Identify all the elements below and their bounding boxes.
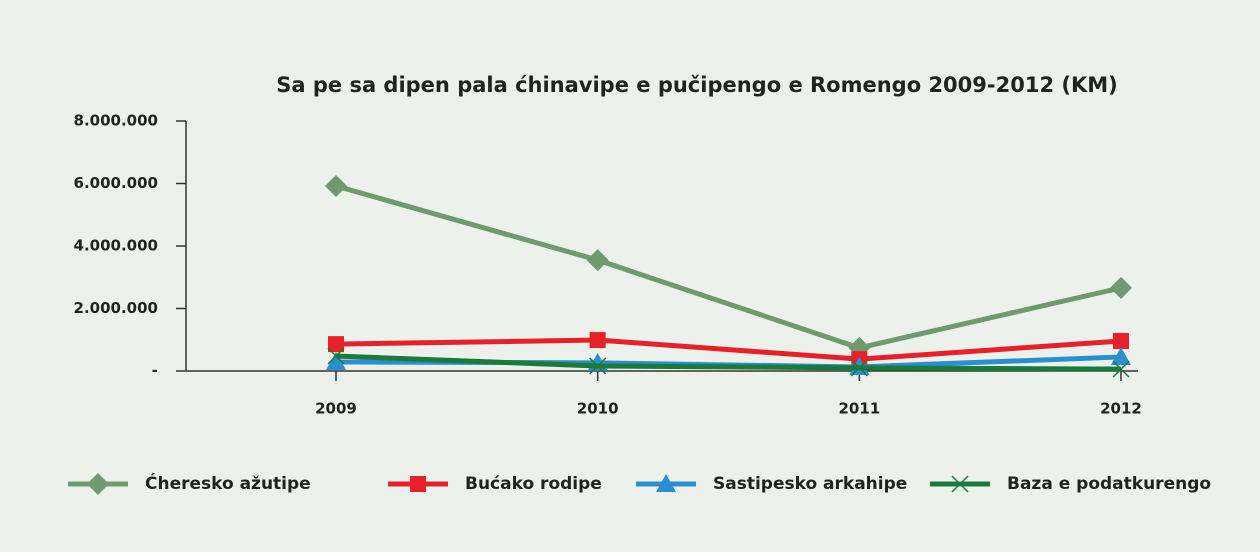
y-tick-label: 6.000.000: [74, 174, 158, 192]
marker: [589, 357, 607, 375]
y-tick-label: 4.000.000: [74, 237, 158, 255]
y-tick-label: -: [152, 362, 158, 380]
legend-label: Ćheresko ažutipe: [145, 472, 311, 494]
marker: [328, 336, 344, 353]
series-line: [335, 353, 1122, 372]
series-line: [335, 337, 1122, 362]
marker: [326, 351, 346, 370]
chart-title: Sa pe sa dipen pala ćhinavipe e pučipeng…: [276, 73, 1117, 97]
series-line: [335, 183, 1122, 351]
legend-label: Bućako rodipe: [465, 474, 602, 494]
marker: [1111, 346, 1131, 365]
marker: [327, 347, 345, 365]
x-tick-label: 2011: [838, 400, 880, 418]
marker: [850, 359, 868, 377]
marker: [1112, 360, 1130, 378]
x-tick-label: 2012: [1100, 400, 1142, 418]
legend-label: Baza e podatkurengo: [1007, 474, 1211, 494]
marker: [87, 473, 109, 495]
marker: [1110, 276, 1132, 299]
y-tick-label: 8.000.000: [74, 112, 158, 130]
marker: [325, 175, 347, 197]
marker: [586, 249, 609, 272]
x-tick-label: 2009: [315, 400, 357, 418]
y-tick-label: 2.000.000: [74, 299, 158, 317]
marker: [656, 474, 676, 492]
legend-label: Sastipesko arkahipe: [713, 474, 907, 494]
marker: [1113, 333, 1129, 349]
x-tick-label: 2010: [577, 400, 619, 418]
marker: [410, 476, 426, 492]
marker: [589, 332, 606, 349]
marker: [951, 475, 969, 493]
